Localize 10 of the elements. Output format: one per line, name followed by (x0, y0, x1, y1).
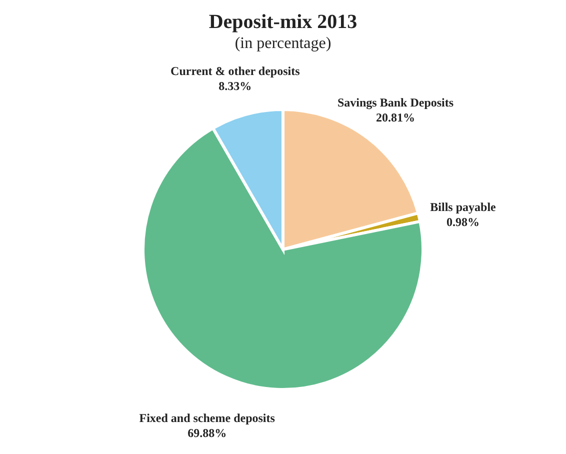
data-label: 69.88% (188, 426, 227, 440)
chart-title: Deposit-mix 2013 (208, 11, 358, 33)
slice-label: Fixed and scheme deposits (139, 411, 276, 426)
chart-subtitle: (in percentage) (234, 35, 332, 52)
slice-label: Savings Bank Deposits (337, 96, 454, 110)
slice-label: Current & other deposits (170, 64, 300, 78)
data-label: 8.33% (218, 78, 252, 93)
slice-label: Bills payable (430, 200, 497, 214)
data-label: 0.98% (446, 214, 480, 229)
data-label: 20.81% (376, 110, 416, 125)
